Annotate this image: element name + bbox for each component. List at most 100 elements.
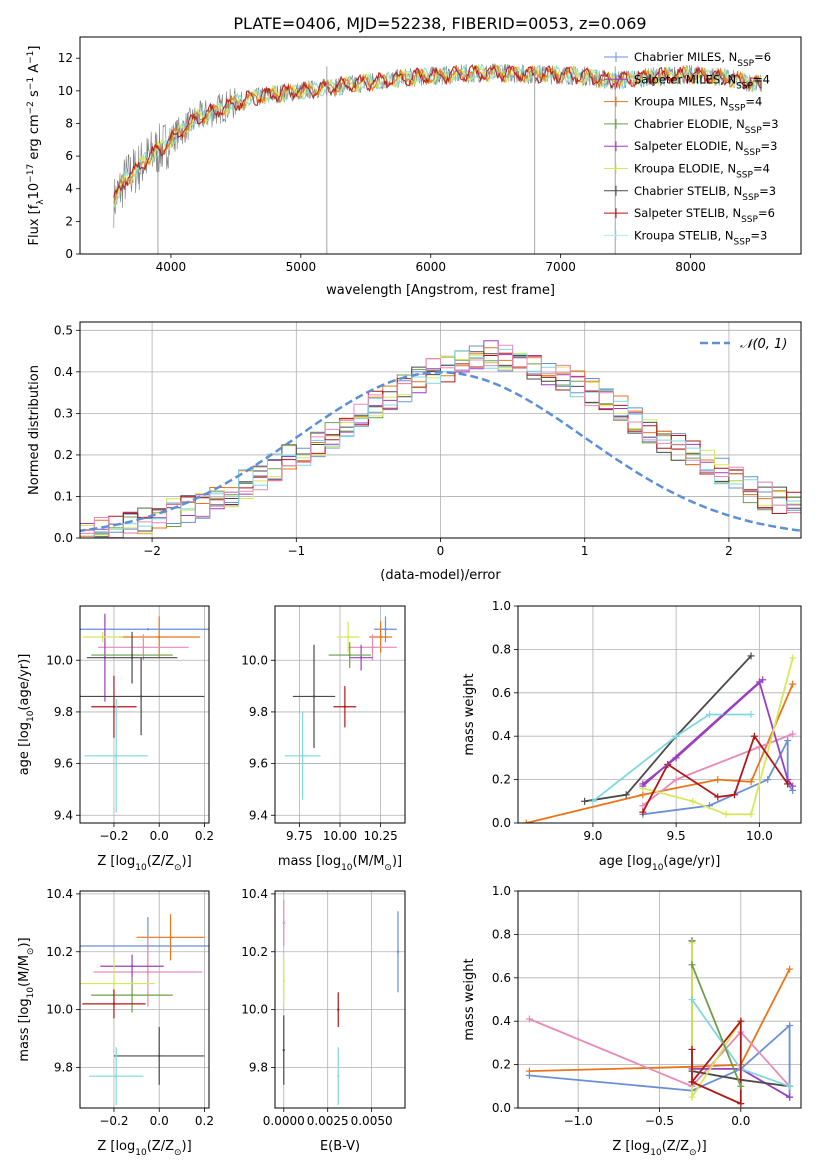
y-tick-label: 0 [65, 247, 73, 261]
legend-label-part: Salpeter MILES, N [634, 72, 736, 86]
legend-label-part: =3 [761, 139, 778, 153]
data-point [282, 921, 285, 925]
x-axis-label-part: wavelength [Angstrom, rest frame] [326, 283, 555, 298]
data-point [282, 1048, 285, 1052]
legend-label-part: SSP [742, 193, 759, 203]
y-axis-label-part: −2 [26, 101, 36, 114]
y-tick-label: 12 [58, 51, 73, 65]
y-tick-label: 0.2 [492, 1058, 511, 1072]
legend-label-part: SSP [737, 59, 754, 69]
x-tick-label: 9.75 [286, 829, 313, 843]
y-tick-label: 8 [65, 116, 73, 130]
data-point [139, 695, 143, 698]
histograms [80, 340, 801, 538]
y-tick-label: 0.0 [492, 1101, 511, 1115]
data-point [158, 1054, 161, 1058]
x-axis-label-part: log [115, 854, 135, 869]
y-axis-label: mass weight [462, 673, 477, 755]
y-tick-label: 9.4 [249, 808, 268, 822]
y-axis-label: Normed distribution [27, 365, 42, 495]
x-axis-label-part: E(B-V) [320, 1139, 360, 1154]
data-point [158, 635, 161, 639]
y-tick-label: 0.1 [54, 489, 73, 503]
axes-frame [517, 890, 802, 1109]
x-tick-label: 1 [581, 544, 589, 558]
model-spectrum [113, 63, 762, 198]
data-point [146, 628, 150, 631]
x-axis-label-part: )] [182, 1139, 192, 1154]
error-bars [282, 899, 400, 1106]
legend-label-part: =3 [762, 117, 779, 131]
histogram-series [80, 352, 801, 536]
x-axis-label-part: (age/yr)] [663, 854, 720, 869]
x-axis-label-part: log [321, 854, 341, 869]
legend-label-part: =4 [745, 95, 762, 109]
y-tick-label: 10 [58, 84, 73, 98]
axes-frame [79, 321, 802, 539]
legend-label: Kroupa ELODIE, NSSP=4 [634, 162, 770, 181]
legend-label-part: SSP [741, 215, 758, 225]
x-axis-label: (data-model)/error [380, 568, 501, 583]
residual-histogram-panel: −2 −1 0 1 2 0.0 0.1 0.2 0.3 0.4 0.5 𝒩(0, 1) (data-mo… [27, 321, 802, 583]
legend-label-part: =3 [759, 184, 776, 198]
legend-label-part: Chabrier ELODIE, N [634, 117, 745, 131]
y-tick-label: 6 [65, 149, 73, 163]
spectrum-panel: 4000 5000 6000 7000 8000 0 2 4 6 8 10 12 wavelength … [26, 36, 802, 298]
x-axis-label-part: age [ [599, 854, 632, 869]
data-point [359, 656, 363, 659]
data-point [346, 635, 350, 639]
weight-series [526, 683, 794, 823]
y-tick-label: 0.8 [492, 642, 511, 656]
age-vs-z-panel: −0.2 0.0 0.29.49.69.810.0Z [log10(Z/Z⊙)]ag… [17, 605, 214, 873]
y-axis-label: age [log10(age/yr)] [17, 654, 36, 776]
x-axis-label-part: (Z/Z [147, 854, 174, 869]
weight-series [642, 734, 789, 813]
x-tick-label: 5000 [286, 260, 317, 274]
y-axis-label-part: −1 [26, 51, 36, 64]
x-tick-label: 0.0050 [351, 1114, 393, 1128]
legend-label-part: =4 [753, 72, 770, 86]
x-axis-label-part: log [115, 1139, 135, 1154]
data-point [101, 635, 104, 639]
legend-label: Chabrier ELODIE, NSSP=3 [634, 117, 779, 136]
x-axis-label-part: (Z/Z [147, 1139, 174, 1154]
axes-frame [274, 605, 406, 824]
x-axis-label: Z [log10(Z/Z⊙)] [612, 1139, 706, 1158]
x-tick-label: −0.2 [99, 1114, 128, 1128]
legend-label-part: SSP [736, 171, 753, 181]
y-axis-label-part: Normed distribution [27, 365, 42, 495]
x-axis-label-part: 10 [341, 863, 353, 873]
axes-frame [79, 36, 802, 255]
histogram-series [80, 347, 801, 538]
y-axis-label-part: −17 [26, 164, 36, 183]
legend-label-part: Kroupa ELODIE, N [634, 162, 736, 176]
y-axis-label-part: (age/yr)] [17, 654, 32, 711]
y-tick-label: 9.4 [54, 808, 73, 822]
legend-label-part: Salpeter STELIB, N [634, 206, 741, 220]
data-point [337, 1008, 340, 1011]
y-tick-label: 0.6 [492, 686, 511, 700]
data-point [379, 635, 382, 639]
x-axis-label-part: (data-model)/error [380, 568, 501, 583]
y-tick-label: 0.0 [54, 531, 73, 545]
x-tick-label: 0.0025 [307, 1114, 349, 1128]
y-tick-label: 1.0 [492, 884, 511, 898]
x-axis-label-part: 10 [652, 863, 664, 873]
y-tick-label: 0.5 [54, 323, 73, 337]
y-axis-label-part: (M/M [17, 955, 32, 987]
legend-label-part: Kroupa MILES, N [634, 95, 729, 109]
y-tick-label: 0.6 [492, 971, 511, 985]
y-tick-label: 10.0 [241, 653, 268, 667]
y-tick-label: 9.8 [54, 1060, 73, 1074]
legend-label-part: Kroupa STELIB, N [634, 228, 734, 242]
x-axis-label-part: )] [392, 854, 402, 869]
x-axis-label-part: ⊙ [174, 863, 182, 873]
error-bars [80, 914, 209, 1106]
model-spectrum [113, 63, 762, 208]
x-tick-label: 10.00 [323, 829, 357, 843]
y-tick-label: 10.4 [241, 887, 268, 901]
x-tick-label: 0.0 [150, 829, 169, 843]
y-tick-label: 10.0 [46, 653, 73, 667]
y-axis-label: mass weight [462, 958, 477, 1040]
x-axis-label: Z [log10(Z/Z⊙)] [97, 854, 191, 873]
